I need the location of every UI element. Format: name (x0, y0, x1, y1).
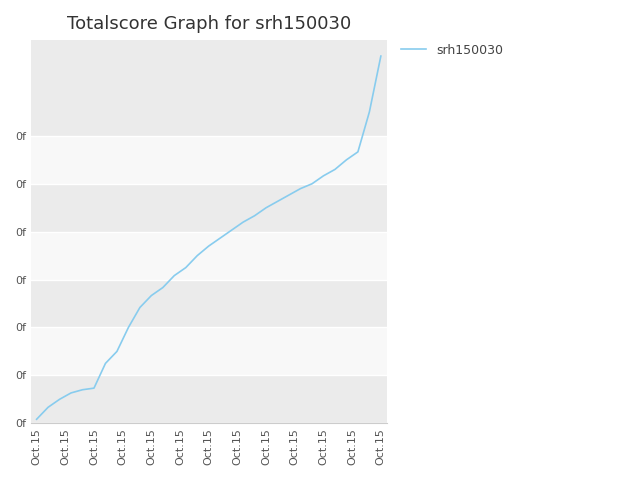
srh150030 (262, 205, 270, 211)
srh150030 (216, 235, 224, 241)
srh150030 (228, 227, 236, 233)
srh150030 (170, 273, 178, 278)
srh150030 (251, 213, 259, 218)
srh150030 (56, 396, 63, 402)
srh150030 (125, 324, 132, 330)
srh150030 (136, 305, 144, 311)
srh150030 (67, 390, 75, 396)
Line: srh150030: srh150030 (36, 56, 381, 419)
Bar (31, 136, 387, 184)
srh150030 (193, 253, 201, 259)
srh150030 (365, 109, 373, 115)
Bar (31, 40, 387, 136)
srh150030 (319, 173, 327, 179)
srh150030 (90, 385, 98, 391)
Bar (31, 327, 387, 375)
srh150030 (102, 360, 109, 366)
srh150030 (147, 293, 155, 299)
srh150030 (159, 285, 166, 290)
Bar (31, 375, 387, 423)
Bar (31, 184, 387, 232)
srh150030 (285, 192, 293, 198)
srh150030 (297, 186, 305, 192)
srh150030 (308, 181, 316, 187)
srh150030 (342, 157, 350, 163)
srh150030 (33, 416, 40, 422)
srh150030 (354, 149, 362, 155)
srh150030 (331, 167, 339, 172)
srh150030 (113, 348, 121, 354)
Bar (31, 279, 387, 327)
Legend: srh150030: srh150030 (396, 39, 508, 62)
srh150030 (205, 243, 212, 249)
Title: Totalscore Graph for srh150030: Totalscore Graph for srh150030 (67, 15, 351, 33)
Bar (31, 232, 387, 279)
srh150030 (44, 405, 52, 410)
srh150030 (182, 265, 189, 271)
srh150030 (274, 198, 282, 204)
srh150030 (239, 219, 247, 225)
srh150030 (377, 53, 385, 59)
srh150030 (79, 387, 86, 393)
